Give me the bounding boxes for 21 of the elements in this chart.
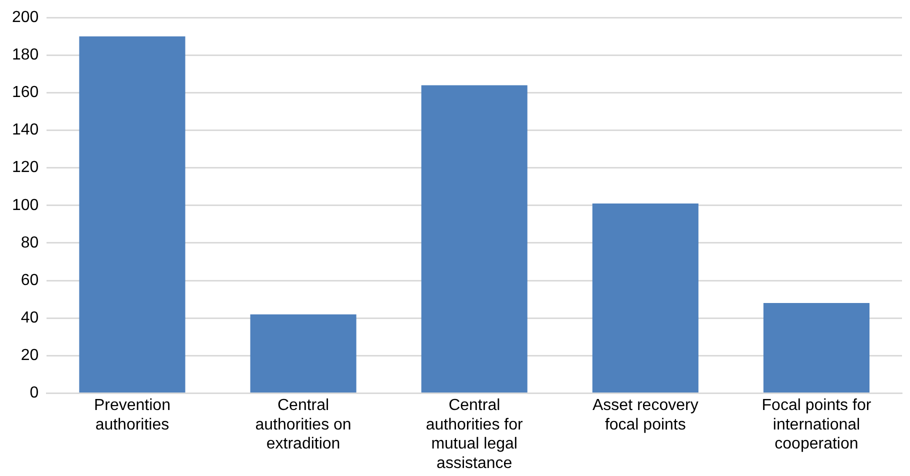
x-tick-label: Central authorities for mutual legal assistance <box>426 397 524 472</box>
bar <box>250 314 356 392</box>
y-tick-label: 40 <box>20 309 39 326</box>
y-tick-label: 20 <box>20 347 39 364</box>
y-tick-label: 140 <box>12 122 39 139</box>
bar <box>421 85 528 392</box>
x-tick-label: Asset recovery focal points <box>592 397 698 434</box>
y-tick-label: 200 <box>12 9 39 26</box>
y-tick-label: 180 <box>12 46 39 64</box>
bar <box>79 36 186 392</box>
x-tick-label: Prevention authorities <box>94 397 170 434</box>
x-tick-label: Central authorities on extradition <box>255 397 352 453</box>
x-tick-label: Focal points for international cooperation <box>762 397 872 453</box>
bar <box>592 204 698 392</box>
y-tick-label: 60 <box>20 272 39 289</box>
y-tick-label: 80 <box>20 234 39 252</box>
bar <box>763 303 870 392</box>
y-tick-label: 160 <box>12 84 39 102</box>
y-tick-label: 120 <box>12 159 39 176</box>
y-tick-label: 0 <box>30 384 39 402</box>
y-tick-label: 100 <box>12 196 39 214</box>
